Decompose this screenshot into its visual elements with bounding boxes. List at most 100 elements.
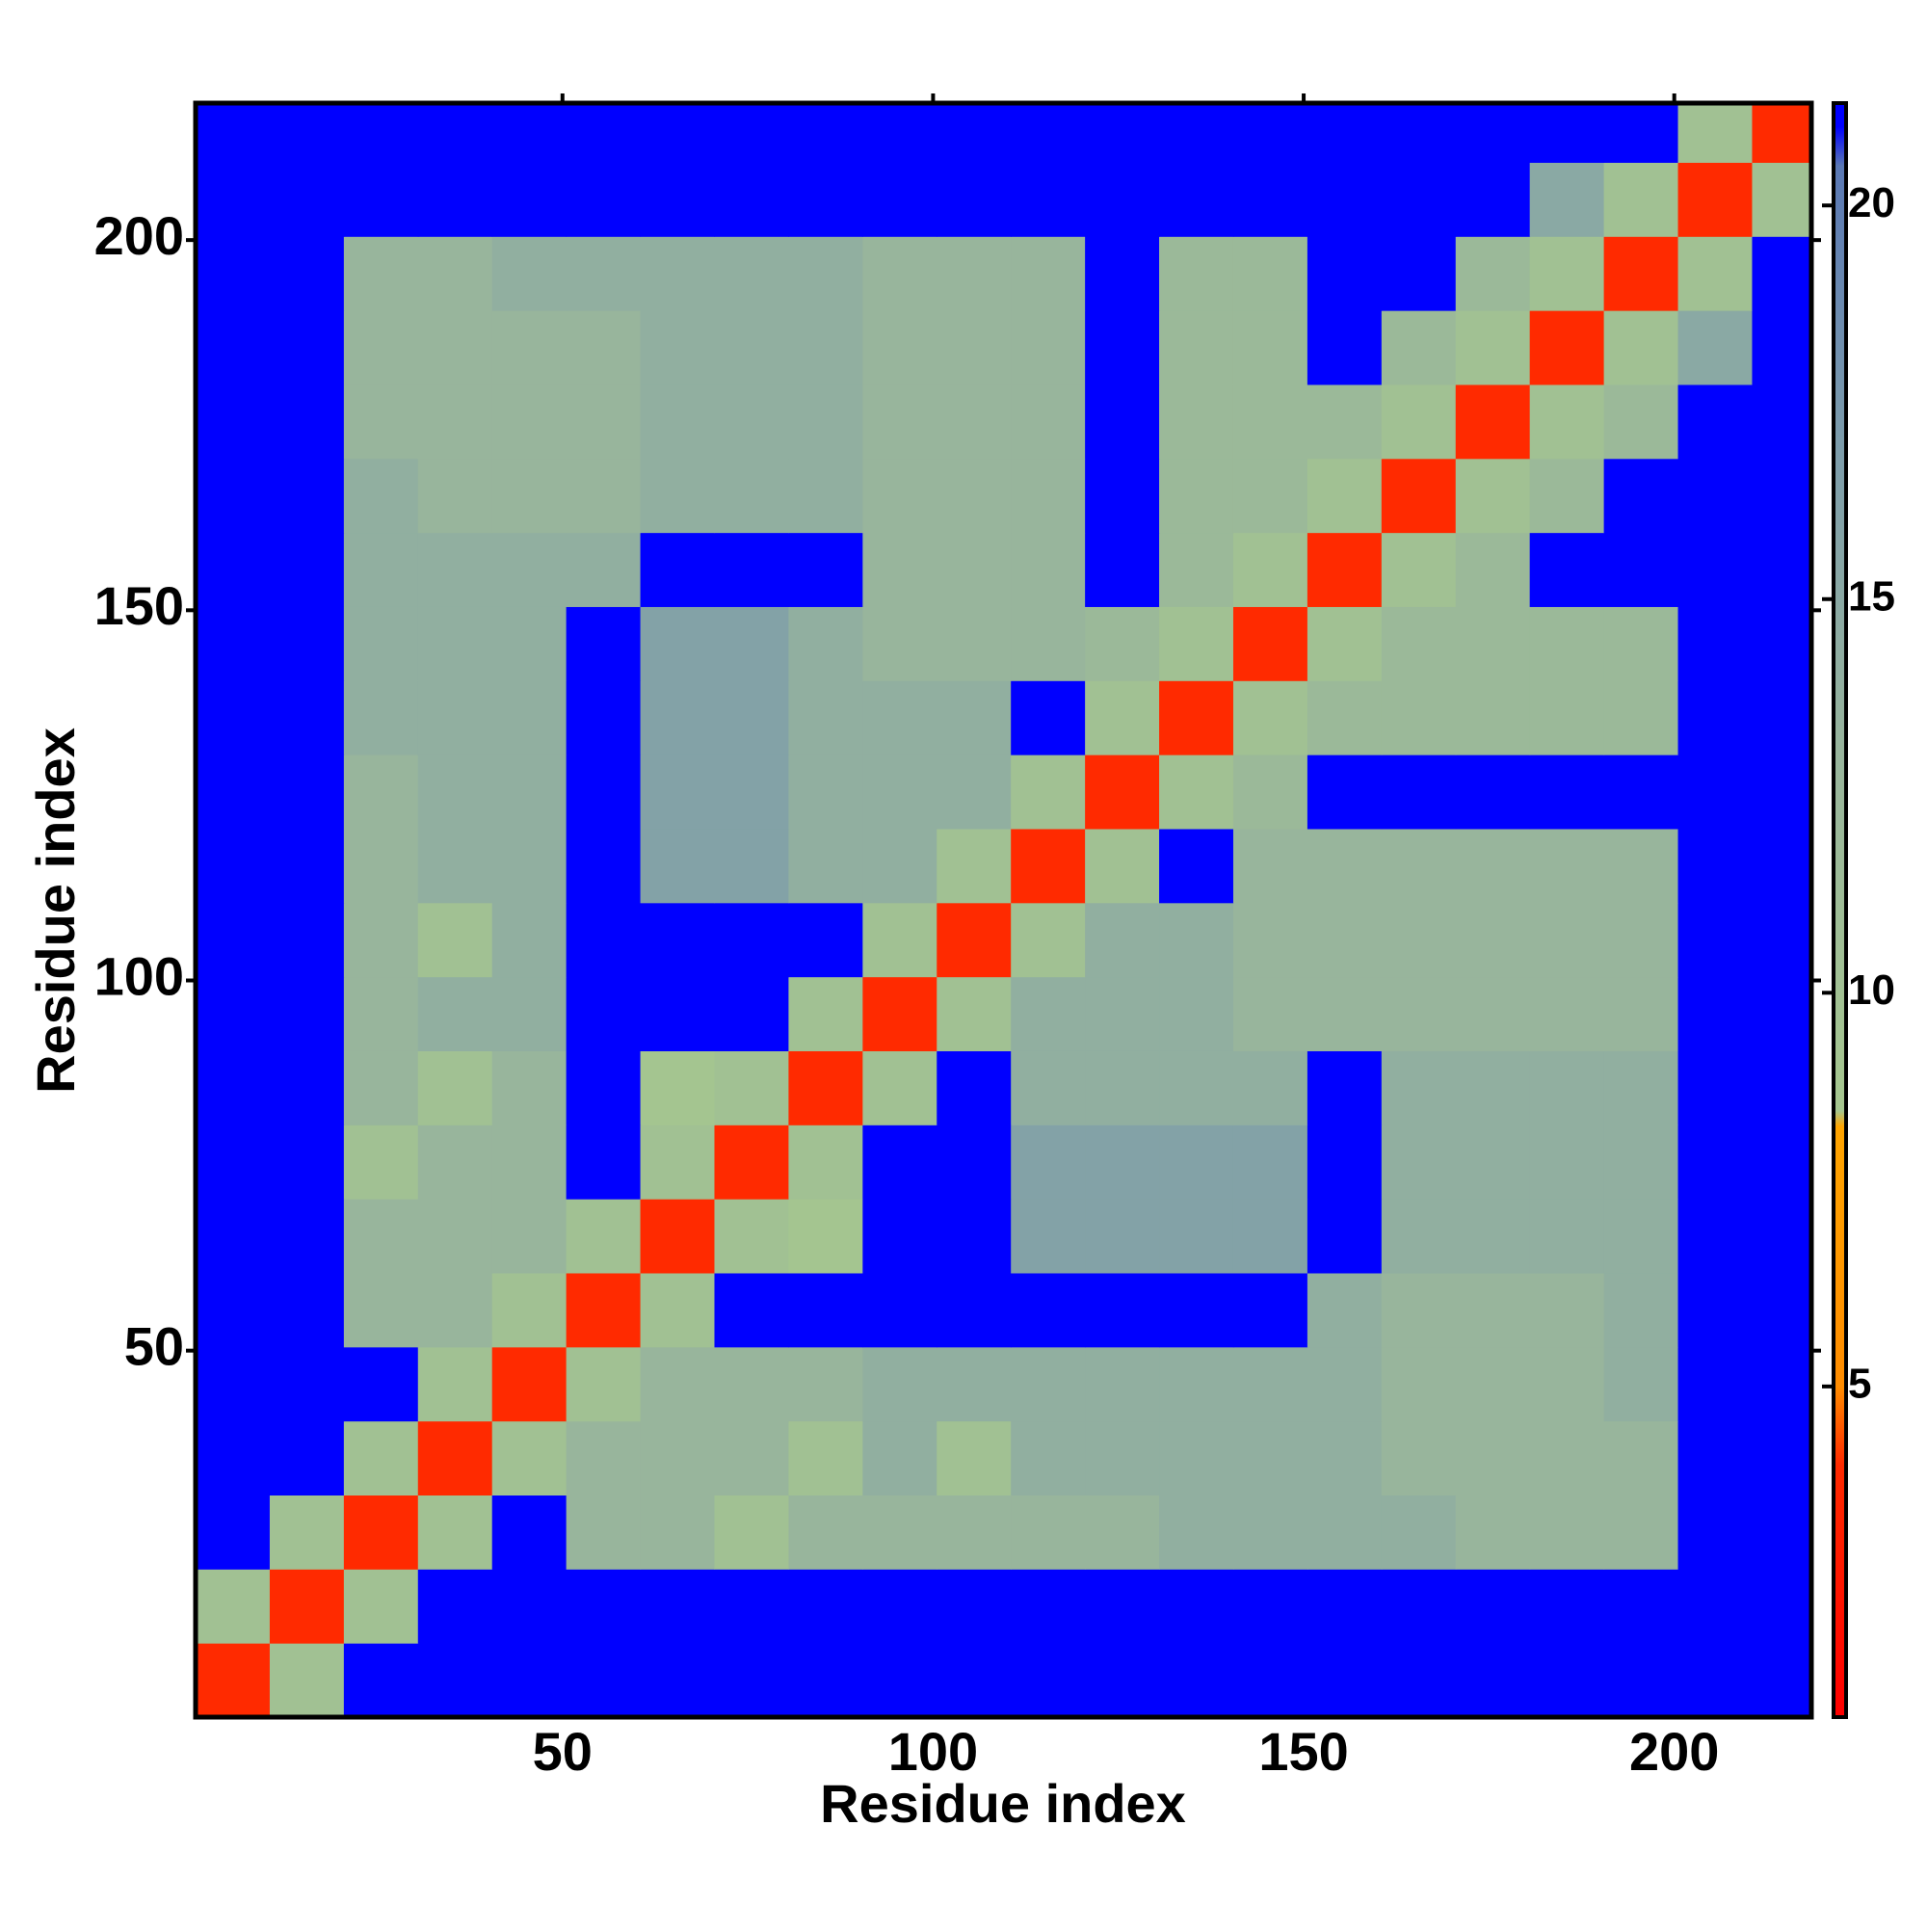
cell (269, 458, 345, 534)
cell (417, 162, 493, 237)
cell (196, 384, 271, 460)
cell (1752, 1495, 1812, 1570)
cell (1677, 162, 1753, 237)
cell (1011, 1125, 1086, 1200)
cell (269, 606, 345, 681)
cell (491, 976, 568, 1051)
cell (1752, 902, 1812, 978)
x-tick-label: 100 (888, 1721, 978, 1782)
cell (937, 236, 1012, 311)
cell (269, 1050, 345, 1125)
cell (1603, 828, 1679, 904)
cell (269, 1272, 345, 1348)
cell (1752, 384, 1812, 460)
cell (1232, 680, 1308, 755)
cell (343, 902, 419, 978)
cell (196, 1420, 271, 1495)
cell (1381, 310, 1457, 385)
cell (1011, 103, 1086, 163)
cell (1677, 606, 1753, 681)
cell (714, 1125, 789, 1200)
cell (196, 754, 271, 830)
cell (566, 458, 642, 534)
cell (269, 754, 345, 830)
cell (491, 162, 568, 237)
cell (1381, 532, 1457, 607)
cell (1603, 384, 1679, 460)
cell (196, 976, 271, 1051)
cell (862, 1643, 937, 1718)
colorbar: 5 10 15 20 (1822, 101, 1895, 1719)
cell (1752, 828, 1812, 904)
cell (1455, 458, 1531, 534)
cell (1677, 384, 1753, 460)
cell (862, 384, 937, 460)
cell (196, 162, 271, 237)
cell (937, 532, 1012, 607)
cell (1677, 1272, 1753, 1348)
heatmap (196, 103, 1812, 1718)
cell (1381, 1050, 1457, 1125)
cell (196, 236, 271, 311)
cell (1455, 1643, 1531, 1718)
cell (1752, 1272, 1812, 1348)
cell (566, 236, 642, 311)
cell (788, 1420, 863, 1495)
cell (1159, 310, 1234, 385)
cell (417, 236, 493, 311)
cell (417, 754, 493, 830)
cell (1159, 1050, 1234, 1125)
cell (343, 384, 419, 460)
cell (1232, 384, 1308, 460)
cell (1307, 1495, 1383, 1570)
cell (1011, 828, 1086, 904)
cell (640, 384, 715, 460)
cell (1381, 103, 1457, 163)
cell (1455, 1495, 1531, 1570)
cell (640, 1050, 715, 1125)
cell (1159, 236, 1234, 311)
cell (1307, 162, 1383, 237)
cell (640, 680, 715, 755)
cell (566, 310, 642, 385)
cell (1011, 236, 1086, 311)
cell (196, 1643, 271, 1718)
cell (1232, 1272, 1308, 1348)
cell (1307, 976, 1383, 1051)
cell (1603, 902, 1679, 978)
cell (640, 1272, 715, 1348)
cell (788, 1569, 863, 1644)
cell (1529, 902, 1605, 978)
cell (862, 458, 937, 534)
cell (491, 1125, 568, 1200)
cell (269, 1569, 345, 1644)
cell (1232, 976, 1308, 1051)
cell (1232, 236, 1308, 311)
cell (937, 1346, 1012, 1422)
cell (343, 103, 419, 163)
cell (417, 532, 493, 607)
cell (1603, 1272, 1679, 1348)
cell (714, 310, 789, 385)
cell (1603, 1495, 1679, 1570)
cell (566, 828, 642, 904)
cell (1159, 1199, 1234, 1274)
cell (1085, 828, 1160, 904)
cell (1529, 236, 1605, 311)
cell (937, 1272, 1012, 1348)
cell (788, 1346, 863, 1422)
cell (937, 310, 1012, 385)
y-tick-label: 200 (94, 205, 184, 266)
cell (1603, 1050, 1679, 1125)
cell (491, 1199, 568, 1274)
cell (714, 103, 789, 163)
cell (417, 1346, 493, 1422)
cell (566, 606, 642, 681)
cell (1085, 1199, 1160, 1274)
cell (1159, 828, 1234, 904)
cell (566, 384, 642, 460)
cell (1011, 976, 1086, 1051)
plot-frame (193, 100, 1814, 1720)
cell (343, 1199, 419, 1274)
